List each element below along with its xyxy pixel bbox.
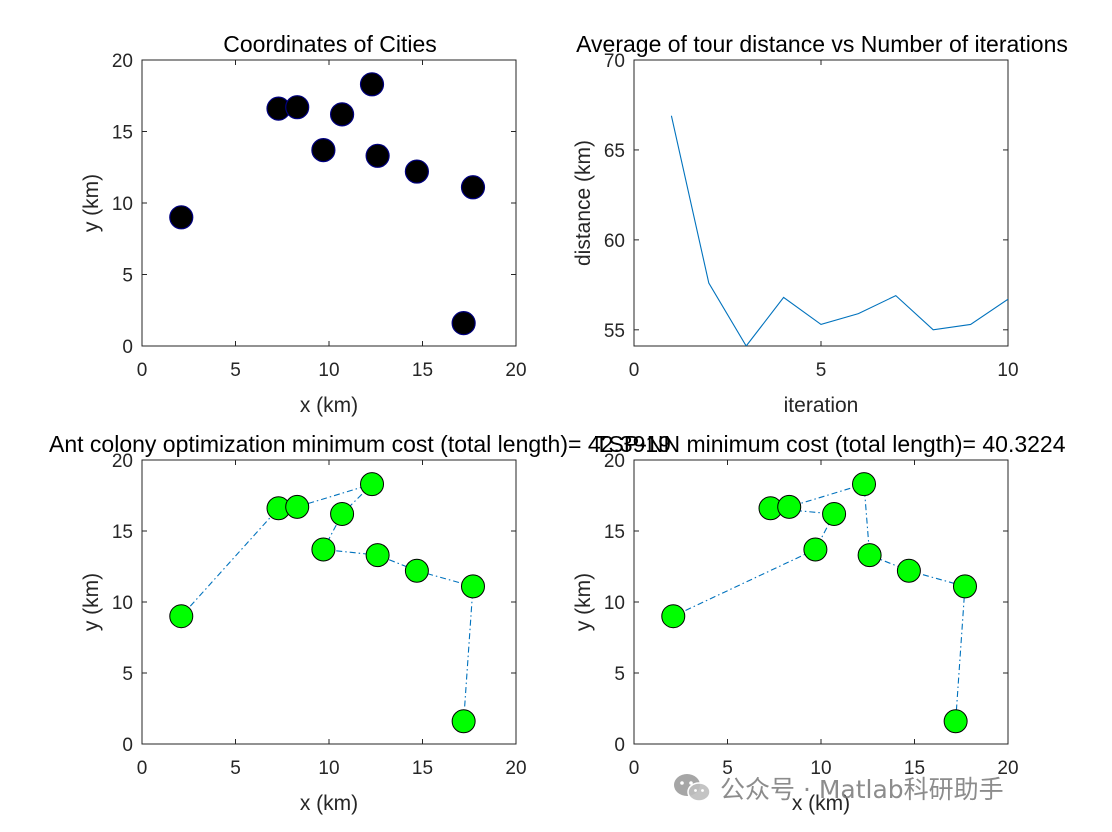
x-tick-label: 15 [412, 360, 433, 381]
subplot-3: 0 5 10 15 20 0 5 10 15 20 x (km) y (km) Ant colony o… [49, 431, 671, 815]
x-axis-label: x (km) [792, 792, 850, 815]
y-tick-label: 0 [122, 735, 133, 756]
watermark-text: 公众号 · Matlab科研助手 [720, 775, 1004, 804]
route-node [330, 501, 355, 526]
x-tick-label: 0 [137, 360, 148, 381]
y-tick-label: 60 [604, 231, 625, 252]
route-node [661, 604, 686, 629]
city-marker [311, 137, 336, 163]
x-tick-label: 0 [137, 758, 148, 779]
route-node [822, 501, 847, 526]
x-tick-label: 20 [997, 758, 1018, 779]
x-axis-label: x (km) [300, 792, 358, 815]
city-marker [169, 205, 194, 230]
route-node [285, 494, 310, 519]
route-node [360, 472, 385, 497]
chart-title: TSP-NN minimum cost (total length)= 40.3… [594, 431, 1065, 457]
route-node [803, 537, 828, 562]
y-tick-label: 15 [112, 123, 133, 144]
subplot-4: 0 5 10 15 20 0 5 10 15 20 x (km) y (km) TSP-NN minim… [572, 431, 1066, 815]
plot-area [670, 115, 1008, 346]
x-axis-label: iteration [784, 394, 859, 417]
axes-box [141, 459, 517, 745]
chart-title: Ant colony optimization minimum cost (to… [49, 431, 671, 457]
city-marker [404, 159, 429, 184]
y-tick-label: 0 [122, 337, 133, 358]
y-axis-label: y (km) [80, 573, 103, 631]
city-marker [359, 72, 385, 97]
x-tick-label: 0 [629, 758, 640, 779]
y-tick-label: 10 [112, 593, 133, 614]
y-axis-label: y (km) [80, 174, 103, 232]
wechat-icon [674, 774, 711, 802]
x-tick-label: 20 [505, 360, 526, 381]
route-node [460, 574, 485, 599]
route-node [777, 494, 802, 519]
y-tick-label: 70 [604, 51, 625, 72]
route-node [896, 558, 921, 583]
route-node [169, 604, 194, 629]
y-tick-label: 5 [122, 664, 133, 685]
y-axis-label: y (km) [572, 573, 595, 631]
subplot-2: 0 5 10 55 60 65 70 iteration distance (km) Averag… [572, 31, 1068, 417]
route-node [451, 709, 476, 734]
chart-title: Coordinates of Cities [223, 31, 437, 57]
x-tick-label: 10 [318, 758, 339, 779]
route-node [404, 558, 429, 583]
axes-box [141, 59, 517, 347]
route-line [180, 483, 474, 722]
axes-box [633, 59, 1009, 347]
city-marker [285, 95, 310, 120]
x-tick-label: 15 [412, 758, 433, 779]
city-marker [329, 102, 355, 127]
city-marker [460, 175, 486, 200]
y-tick-label: 0 [614, 735, 625, 756]
subplot-1: 0 5 10 15 20 0 5 10 15 20 x (km) y (km) Coordinates … [80, 31, 527, 417]
y-tick-label: 10 [604, 593, 625, 614]
plot-area [169, 72, 486, 336]
x-tick-label: 5 [230, 360, 241, 381]
y-tick-label: 15 [604, 522, 625, 543]
y-axis-label: distance (km) [572, 140, 595, 266]
y-tick-label: 55 [604, 321, 625, 342]
watermark: 公众号 · Matlab科研助手 [672, 768, 1004, 808]
x-tick-label: 5 [816, 360, 827, 381]
route-node [311, 537, 336, 562]
x-tick-label: 10 [810, 758, 831, 779]
y-tick-label: 65 [604, 141, 625, 162]
x-tick-label: 5 [230, 758, 241, 779]
x-tick-label: 10 [997, 360, 1018, 381]
y-tick-label: 20 [112, 451, 133, 472]
y-tick-label: 5 [122, 266, 133, 287]
x-tick-label: 15 [904, 758, 925, 779]
distance-series-line [670, 115, 1008, 346]
x-tick-label: 10 [318, 360, 339, 381]
route-node [857, 543, 882, 568]
y-tick-label: 10 [112, 194, 133, 215]
x-tick-label: 0 [629, 360, 640, 381]
y-tick-label: 20 [112, 51, 133, 72]
route-line [673, 483, 966, 722]
route-node [365, 543, 390, 568]
y-tick-label: 20 [604, 451, 625, 472]
route-node [852, 472, 877, 497]
x-tick-label: 5 [722, 758, 733, 779]
chart-title: Average of tour distance vs Number of it… [576, 31, 1068, 57]
y-tick-label: 5 [614, 664, 625, 685]
city-marker [365, 143, 390, 168]
route-node [952, 574, 977, 599]
route-node [943, 709, 968, 734]
axes-box [633, 459, 1009, 745]
y-tick-label: 15 [112, 522, 133, 543]
x-tick-label: 20 [505, 758, 526, 779]
city-marker [451, 311, 476, 336]
x-axis-label: x (km) [300, 394, 358, 417]
